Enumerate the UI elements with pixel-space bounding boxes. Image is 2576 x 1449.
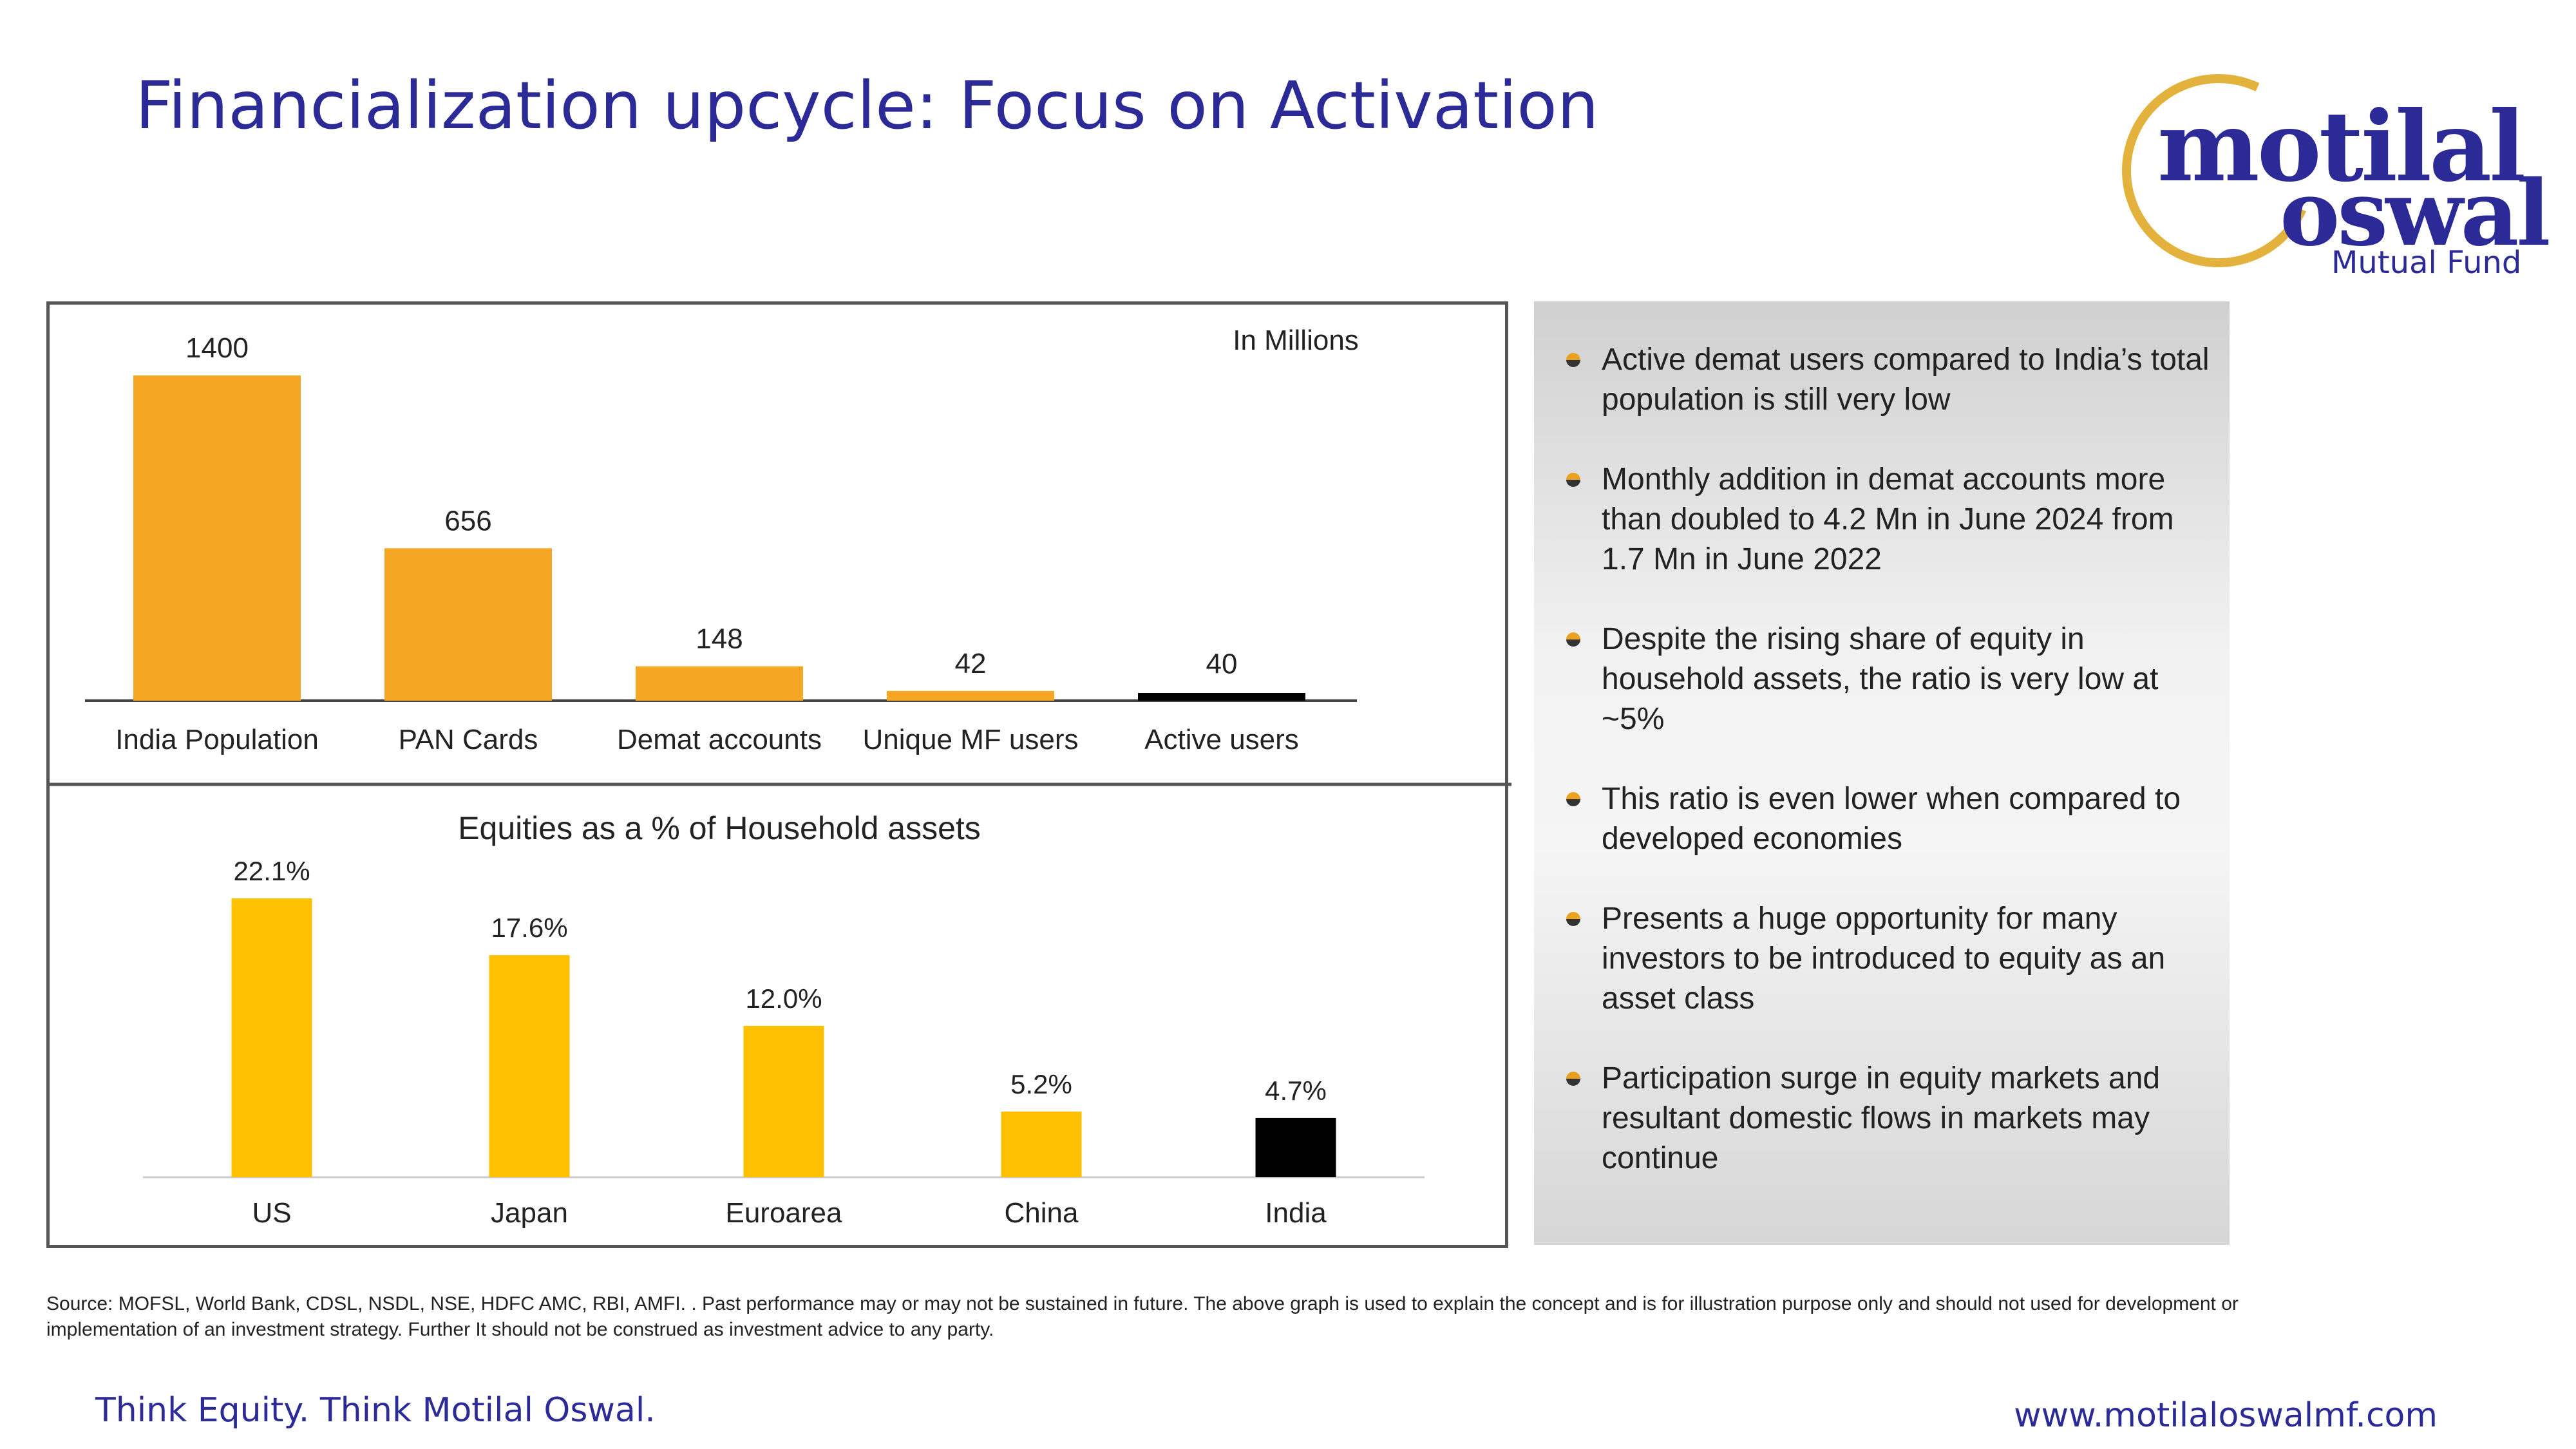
data-label: 12.0% xyxy=(745,983,822,1014)
footer-tagline: Think Equity. Think Motilal Oswal. xyxy=(95,1391,656,1430)
logo-text-motilal: motilal xyxy=(2157,90,2526,204)
bullet-icon xyxy=(1566,912,1580,926)
bar xyxy=(489,955,570,1177)
category-label: India xyxy=(1265,1197,1327,1229)
key-points-list: Active demat users compared to India’s t… xyxy=(1566,340,2217,1218)
bar xyxy=(384,548,552,701)
bullet-icon xyxy=(1566,632,1580,647)
bar xyxy=(133,375,301,701)
key-point-text: Despite the rising share of equity in ho… xyxy=(1602,622,2159,736)
data-label: 42 xyxy=(955,648,987,679)
logo-text-mutual-fund: Mutual Fund xyxy=(2331,245,2522,281)
bar xyxy=(887,690,1054,701)
key-point-item: Despite the rising share of equity in ho… xyxy=(1566,620,2217,739)
key-point-item: This ratio is even lower when compared t… xyxy=(1566,779,2217,859)
key-point-item: Active demat users compared to India’s t… xyxy=(1566,340,2217,420)
category-label: India Population xyxy=(115,724,319,755)
category-label: Euroarea xyxy=(725,1197,842,1229)
data-label: 1400 xyxy=(185,332,249,364)
logo-text-oswal: oswal xyxy=(2280,161,2551,267)
key-point-text: Monthly addition in demat accounts more … xyxy=(1602,462,2174,576)
footer-website-link[interactable]: www.motilaloswalmf.com xyxy=(2014,1396,2438,1435)
category-label: Demat accounts xyxy=(617,724,822,755)
bullet-icon xyxy=(1566,473,1580,487)
category-label: Unique MF users xyxy=(862,724,1078,755)
bar xyxy=(231,898,312,1177)
key-point-text: Participation surge in equity markets an… xyxy=(1602,1061,2161,1175)
key-point-item: Presents a huge opportunity for many inv… xyxy=(1566,899,2217,1019)
category-label: China xyxy=(1005,1197,1079,1229)
data-label: 22.1% xyxy=(233,856,310,886)
charts-panel: In Millions 1400 India Population 656 PAN Ca… xyxy=(46,301,1511,1248)
category-label: Active users xyxy=(1144,724,1299,755)
source-disclaimer: Source: MOFSL, World Bank, CDSL, NSDL, N… xyxy=(46,1293,2239,1340)
bar xyxy=(1001,1112,1082,1177)
key-point-text: Active demat users compared to India’s t… xyxy=(1602,343,2210,417)
category-label: Japan xyxy=(491,1197,568,1229)
data-label: 17.6% xyxy=(491,913,567,943)
category-label: US xyxy=(252,1197,291,1229)
bar xyxy=(1255,1117,1336,1177)
chart-unit-annotation: In Millions xyxy=(1233,325,1359,356)
bullet-icon xyxy=(1566,792,1580,806)
category-label: PAN Cards xyxy=(399,724,538,755)
bullet-icon xyxy=(1566,1072,1580,1086)
data-label: 148 xyxy=(696,623,743,655)
key-point-text: This ratio is even lower when compared t… xyxy=(1602,782,2181,856)
charts-svg: In Millions 1400 India Population 656 PAN Ca… xyxy=(50,325,1511,1229)
data-label: 5.2% xyxy=(1010,1069,1072,1099)
bullet-icon xyxy=(1566,353,1580,367)
data-label: 4.7% xyxy=(1265,1075,1327,1106)
bar xyxy=(743,1025,824,1177)
data-label: 656 xyxy=(444,505,491,536)
page-title: Financialization upcycle: Focus on Activ… xyxy=(135,68,1599,144)
bar xyxy=(636,666,803,701)
bar xyxy=(1138,693,1305,701)
key-point-text: Presents a huge opportunity for many inv… xyxy=(1602,902,2166,1016)
chart-title: Equities as a % of Household assets xyxy=(458,810,981,846)
brand-logo: motilal oswal Mutual Fund xyxy=(2094,46,2551,295)
key-point-item: Participation surge in equity markets an… xyxy=(1566,1059,2217,1179)
data-label: 40 xyxy=(1206,649,1238,680)
key-point-item: Monthly addition in demat accounts more … xyxy=(1566,460,2217,580)
key-points-panel: Active demat users compared to India’s t… xyxy=(1534,301,2230,1245)
